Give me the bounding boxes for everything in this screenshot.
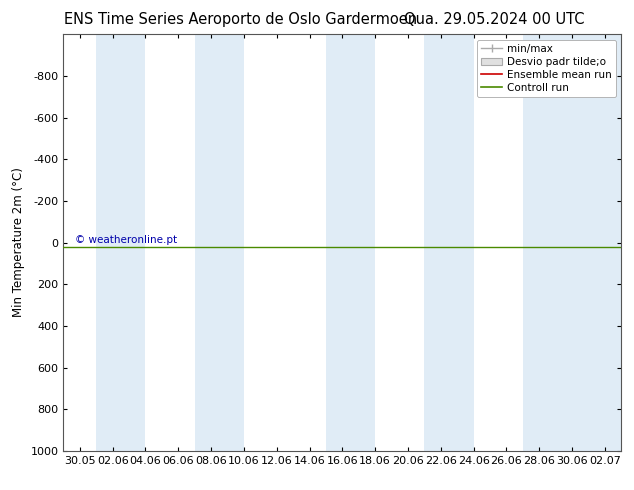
Bar [523,34,588,451]
Bar [588,34,621,451]
Bar [424,34,474,451]
Legend: min/max, Desvio padr tilde;o, Ensemble mean run, Controll run: min/max, Desvio padr tilde;o, Ensemble m… [477,40,616,97]
Text: Qua. 29.05.2024 00 UTC: Qua. 29.05.2024 00 UTC [404,12,585,27]
Text: © weatheronline.pt: © weatheronline.pt [75,236,177,245]
Text: ENS Time Series Aeroporto de Oslo Gardermoen: ENS Time Series Aeroporto de Oslo Garder… [65,12,417,27]
Y-axis label: Min Temperature 2m (°C): Min Temperature 2m (°C) [12,168,25,318]
Bar [96,34,145,451]
Bar [326,34,375,451]
Bar [195,34,244,451]
